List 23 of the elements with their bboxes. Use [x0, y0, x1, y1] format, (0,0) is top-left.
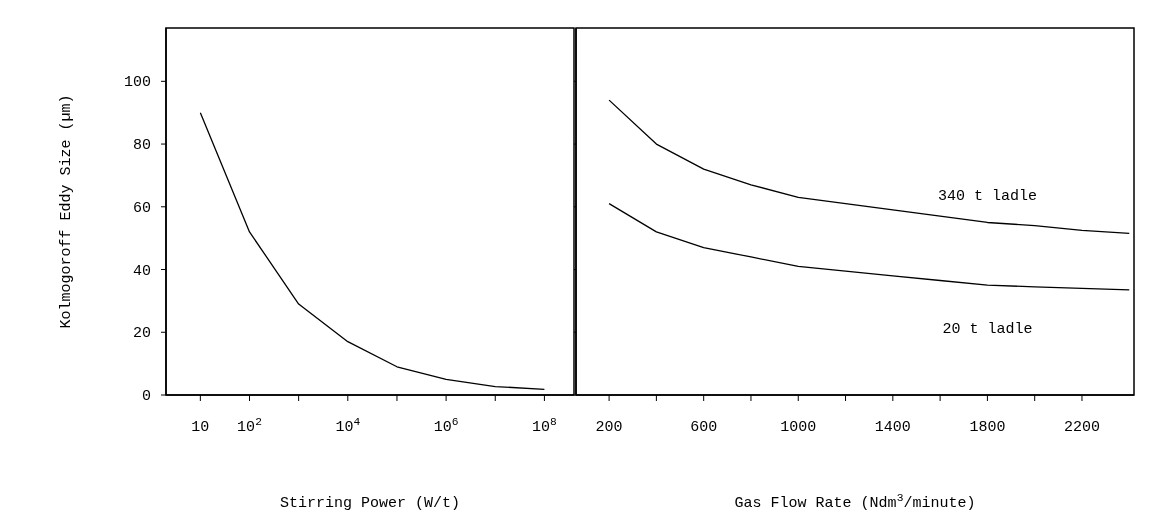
- y-tick-label: 60: [132, 199, 151, 217]
- x-tick-label: 2200: [1063, 419, 1100, 436]
- x-tick-label: 10$^{8}$: [532, 416, 558, 436]
- y-tick-label: 80: [132, 137, 151, 155]
- x-tick-label: 200: [595, 419, 623, 436]
- x-tick-label: 10$^{4}$: [335, 416, 361, 436]
- y-tick-label: 0: [141, 388, 151, 405]
- series-label: 340 t ladle: [937, 188, 1037, 206]
- x-tick-label: 1000: [780, 419, 817, 436]
- x-axis-title: Gas Flow Rate (Ndm$^{3}$/minute): [734, 492, 976, 512]
- y-tick-label: 20: [132, 325, 151, 343]
- x-tick-label: 600: [690, 419, 718, 436]
- line-series: [199, 112, 546, 390]
- x-tick-label: 1400: [874, 419, 911, 436]
- y-axis-title: Kolmogoroff Eddy Size (µm): [58, 94, 75, 329]
- x-tick-label: 10$^{2}$: [237, 416, 262, 436]
- text: 20 t ladle: [942, 321, 1033, 339]
- y-tick-label: 100: [123, 74, 151, 92]
- x-tick-label: 10$^{6}$: [433, 416, 459, 436]
- x-tick-label: 1800: [969, 419, 1006, 436]
- x-tick-label: 10: [191, 419, 210, 436]
- x-axis-title: Stirring Power (W/t): [279, 495, 461, 512]
- y-tick-label: 40: [132, 262, 151, 280]
